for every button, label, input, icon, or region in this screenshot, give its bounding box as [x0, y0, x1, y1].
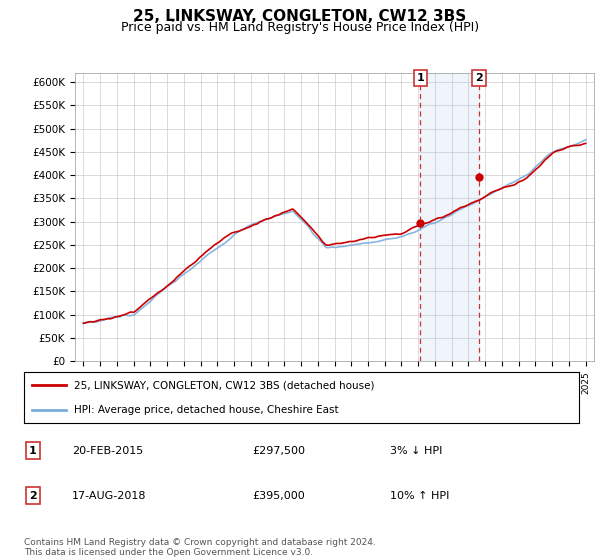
- Text: Contains HM Land Registry data © Crown copyright and database right 2024.
This d: Contains HM Land Registry data © Crown c…: [24, 538, 376, 557]
- Text: 2: 2: [475, 73, 483, 83]
- Text: £297,500: £297,500: [252, 446, 305, 456]
- Text: 17-AUG-2018: 17-AUG-2018: [72, 491, 146, 501]
- Text: 10% ↑ HPI: 10% ↑ HPI: [390, 491, 449, 501]
- Text: 2: 2: [29, 491, 37, 501]
- Text: 25, LINKSWAY, CONGLETON, CW12 3BS: 25, LINKSWAY, CONGLETON, CW12 3BS: [133, 9, 467, 24]
- Text: 1: 1: [416, 73, 424, 83]
- Text: 25, LINKSWAY, CONGLETON, CW12 3BS (detached house): 25, LINKSWAY, CONGLETON, CW12 3BS (detac…: [74, 380, 374, 390]
- Text: Price paid vs. HM Land Registry's House Price Index (HPI): Price paid vs. HM Land Registry's House …: [121, 21, 479, 34]
- Text: 1: 1: [29, 446, 37, 456]
- Text: 20-FEB-2015: 20-FEB-2015: [72, 446, 143, 456]
- Text: 3% ↓ HPI: 3% ↓ HPI: [390, 446, 442, 456]
- Bar: [421, 73, 479, 361]
- Text: HPI: Average price, detached house, Cheshire East: HPI: Average price, detached house, Ches…: [74, 405, 338, 415]
- Text: £395,000: £395,000: [252, 491, 305, 501]
